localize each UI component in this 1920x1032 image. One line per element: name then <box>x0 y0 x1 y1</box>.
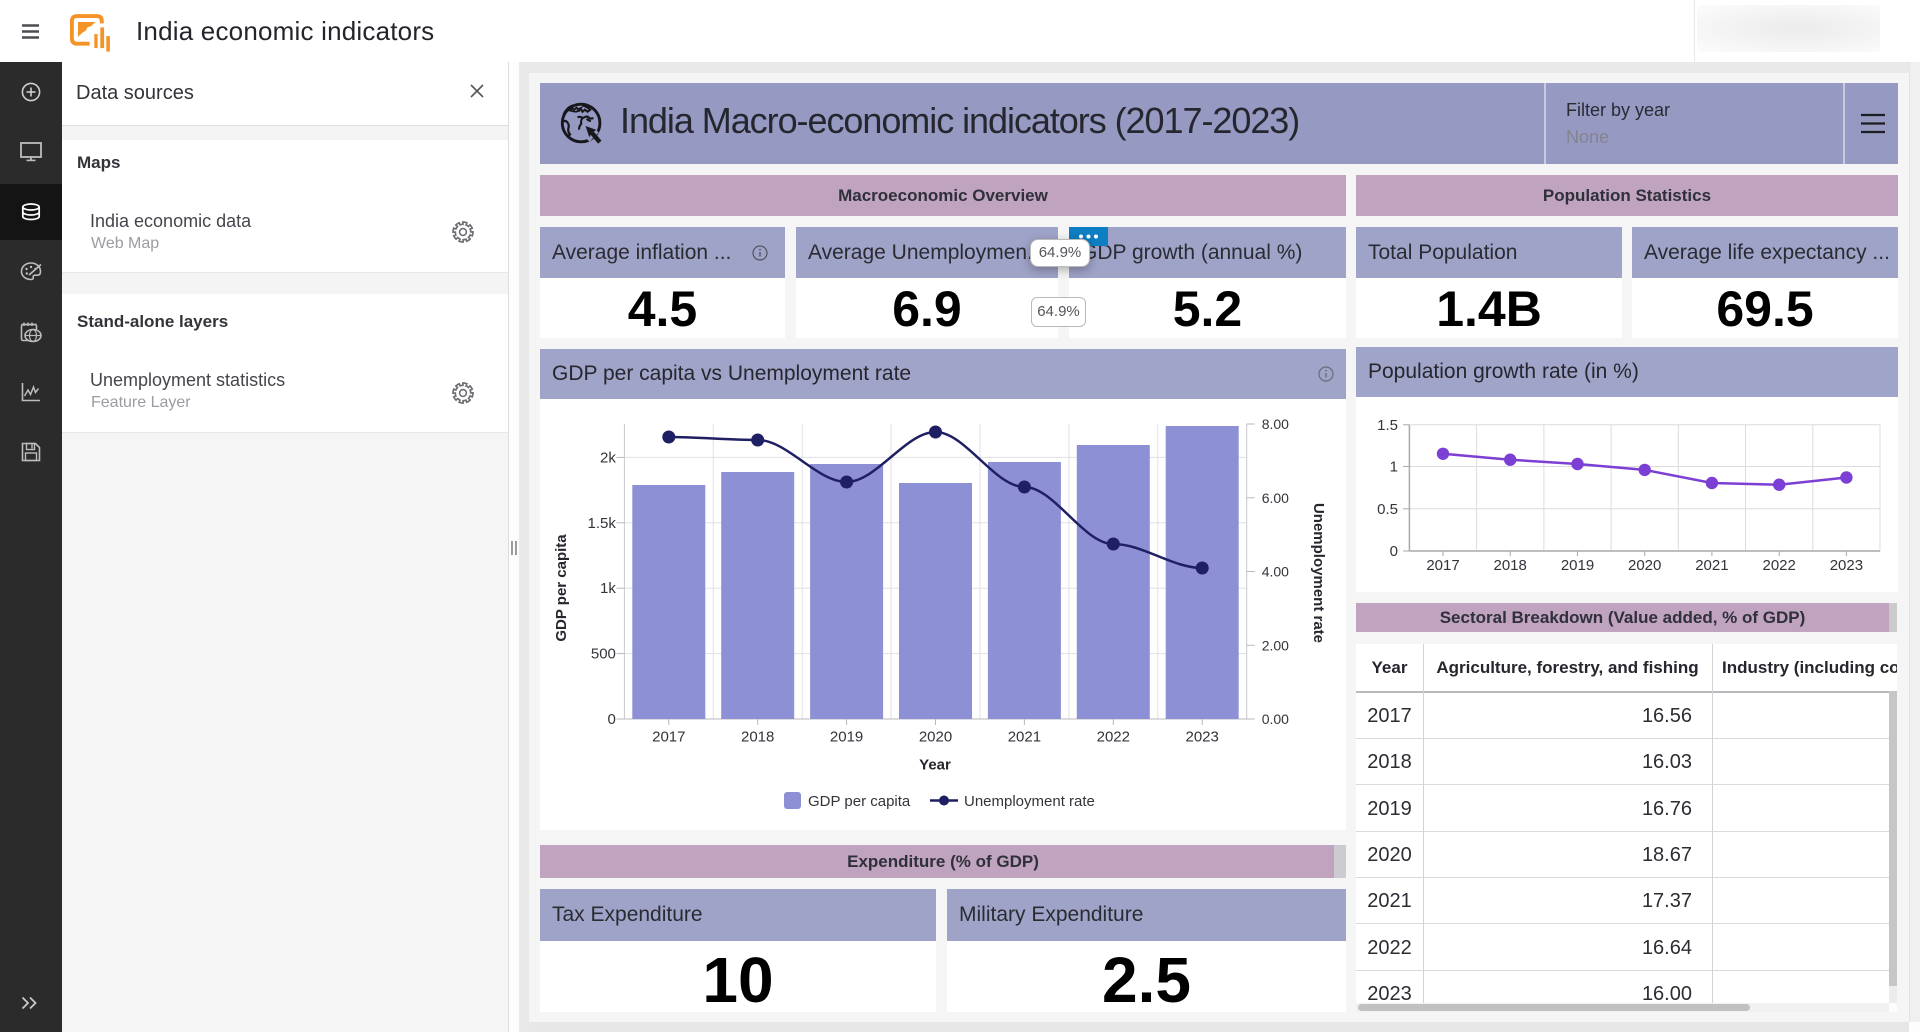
svg-text:GDP per capita: GDP per capita <box>553 534 570 642</box>
svg-text:0.00: 0.00 <box>1262 711 1289 727</box>
svg-text:500: 500 <box>591 646 616 663</box>
svg-text:0.5: 0.5 <box>1377 501 1398 518</box>
svg-text:8.00: 8.00 <box>1262 416 1289 432</box>
svg-text:1k: 1k <box>600 580 616 597</box>
svg-text:2020: 2020 <box>1628 557 1661 574</box>
svg-text:0: 0 <box>1390 543 1398 560</box>
svg-text:2018: 2018 <box>1494 557 1527 574</box>
svg-text:Unemployment rate: Unemployment rate <box>1310 503 1327 643</box>
svg-text:GDP per capita: GDP per capita <box>808 793 911 810</box>
svg-text:2021: 2021 <box>1008 729 1041 746</box>
svg-text:1.5: 1.5 <box>1377 417 1398 434</box>
svg-text:2020: 2020 <box>919 729 952 746</box>
svg-text:2023: 2023 <box>1186 729 1219 746</box>
svg-text:2k: 2k <box>600 449 616 466</box>
svg-text:1: 1 <box>1390 459 1398 476</box>
svg-text:2021: 2021 <box>1695 557 1728 574</box>
svg-text:1.5k: 1.5k <box>588 515 617 532</box>
svg-text:2017: 2017 <box>652 729 685 746</box>
svg-text:2017: 2017 <box>1426 557 1459 574</box>
svg-text:2022: 2022 <box>1097 729 1130 746</box>
svg-text:2019: 2019 <box>1561 557 1594 574</box>
svg-text:6.00: 6.00 <box>1262 490 1289 506</box>
svg-text:0: 0 <box>608 711 616 728</box>
svg-text:2.00: 2.00 <box>1262 637 1289 653</box>
svg-text:2022: 2022 <box>1763 557 1796 574</box>
svg-text:2023: 2023 <box>1830 557 1863 574</box>
svg-text:Unemployment rate: Unemployment rate <box>964 793 1095 810</box>
svg-text:2018: 2018 <box>741 729 774 746</box>
svg-text:4.00: 4.00 <box>1262 564 1289 580</box>
svg-text:2019: 2019 <box>830 729 863 746</box>
svg-text:Year: Year <box>919 757 951 774</box>
